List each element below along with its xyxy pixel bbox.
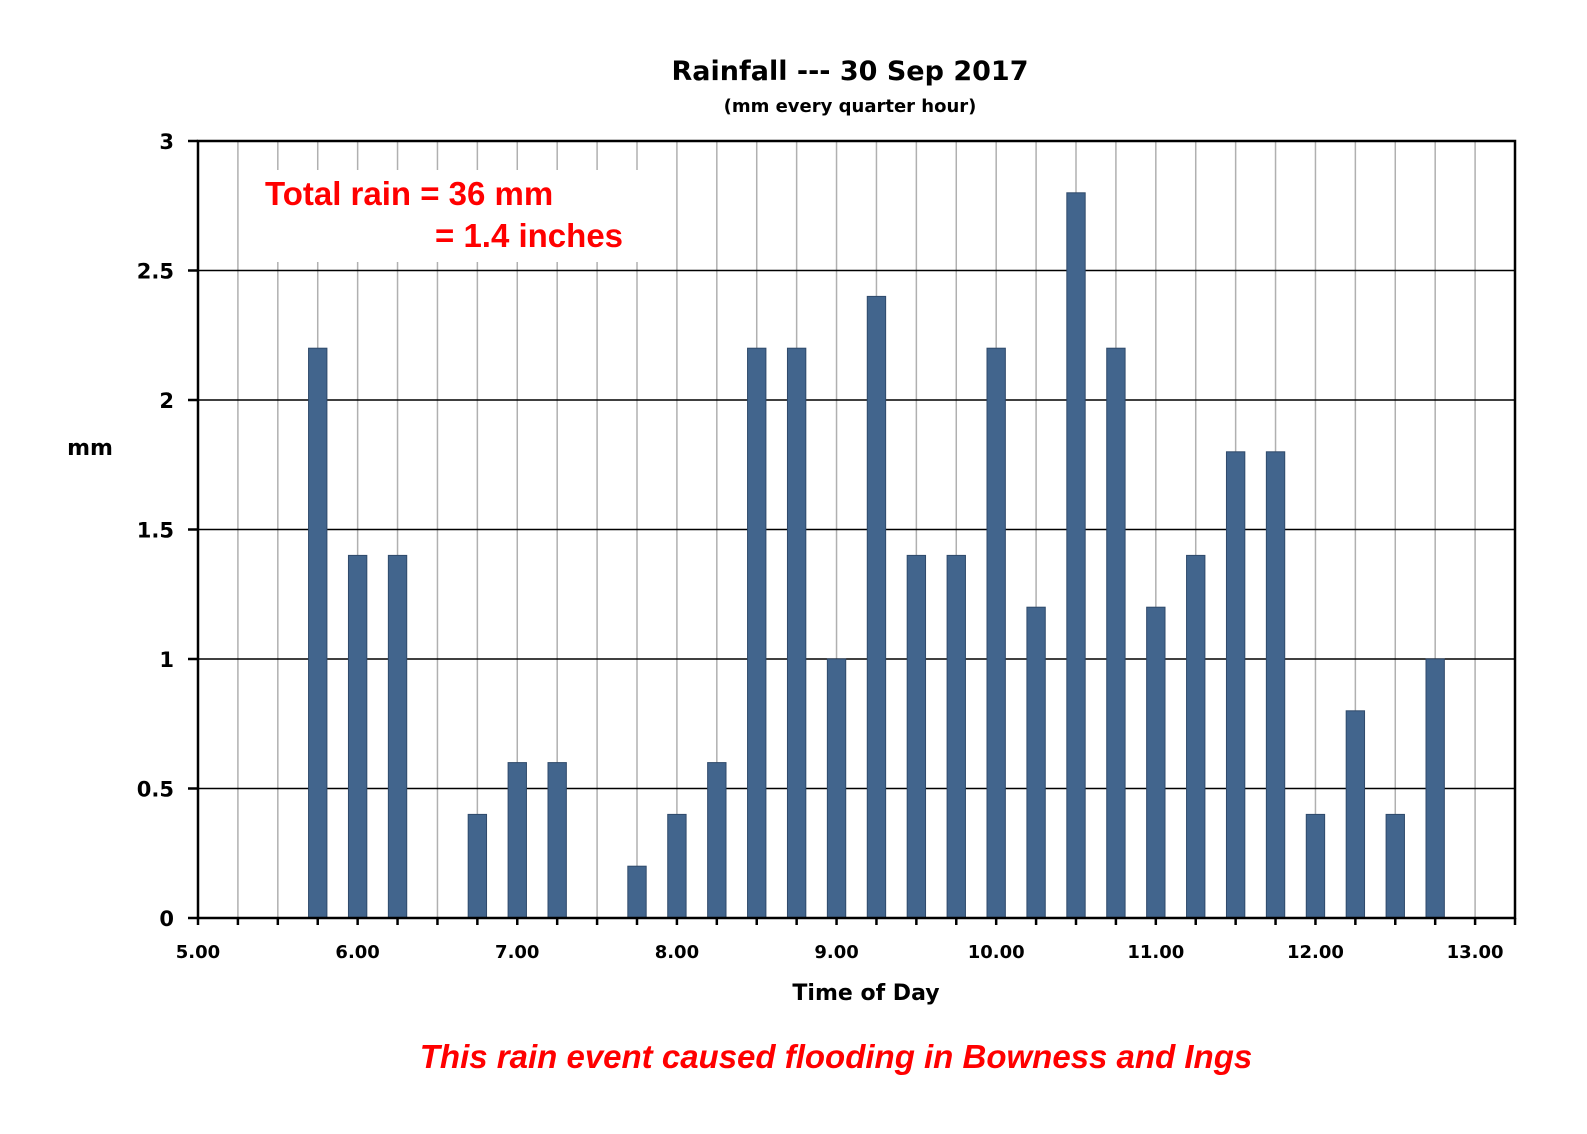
bar [1146, 606, 1166, 919]
bar [387, 554, 408, 919]
bar [1305, 813, 1326, 919]
x-tick-labels: 5.00 6.00 7.00 8.00 9.00 10.00 11.00 12.00 13.00 [176, 942, 1504, 963]
axes [188, 139, 1517, 925]
bar [906, 554, 927, 919]
total-rain-inches-annotation: = 1.4 inches [435, 217, 623, 254]
bar [1186, 554, 1206, 919]
bar [627, 865, 647, 919]
x-tick-label: 8.00 [655, 942, 699, 963]
bar [786, 347, 807, 919]
bar [1106, 347, 1126, 919]
bar [1066, 192, 1086, 919]
x-tick-label: 7.00 [495, 942, 539, 963]
bar [1225, 451, 1246, 919]
y-tick-label: 0 [159, 907, 174, 931]
y-tick-labels: 0 0.5 1 1.5 2 2.5 3 [137, 130, 174, 931]
x-tick-label: 10.00 [968, 942, 1025, 963]
bar [747, 347, 767, 919]
x-axis-label: Time of Day [792, 981, 939, 1006]
x-tick-label: 6.00 [335, 942, 379, 963]
footer-note: This rain event caused flooding in Bowne… [420, 1038, 1252, 1075]
bar [986, 347, 1006, 919]
bar [1385, 813, 1405, 919]
bar [308, 347, 328, 919]
bar [547, 762, 567, 919]
x-tick-label: 9.00 [814, 942, 858, 963]
bar [946, 554, 966, 919]
bar [826, 658, 847, 919]
bar [347, 554, 368, 919]
bar [507, 762, 527, 919]
bar [467, 813, 488, 919]
annotation-background [255, 170, 645, 262]
x-tick-label: 12.00 [1287, 942, 1344, 963]
bar [1425, 658, 1445, 919]
x-tick-label: 5.00 [176, 942, 220, 963]
y-tick-label: 1.5 [137, 519, 174, 543]
bar [667, 813, 687, 919]
y-tick-label: 2 [159, 389, 174, 413]
y-axis-label: mm [67, 436, 113, 461]
bar [866, 295, 887, 919]
y-tick-label: 0.5 [137, 778, 174, 802]
bar [1026, 606, 1046, 919]
x-tick-label: 13.00 [1447, 942, 1504, 963]
bars [308, 192, 1445, 919]
bar [1345, 710, 1366, 919]
chart-subtitle: (mm every quarter hour) [724, 96, 977, 117]
x-tick-label: 11.00 [1127, 942, 1184, 963]
y-tick-label: 3 [159, 130, 174, 154]
total-rain-annotation: Total rain = 36 mm [265, 175, 553, 212]
bar [707, 762, 727, 919]
bar [1265, 451, 1286, 919]
y-tick-label: 1 [159, 648, 174, 672]
chart-title: Rainfall --- 30 Sep 2017 [672, 56, 1029, 87]
y-tick-label: 2.5 [137, 260, 174, 284]
